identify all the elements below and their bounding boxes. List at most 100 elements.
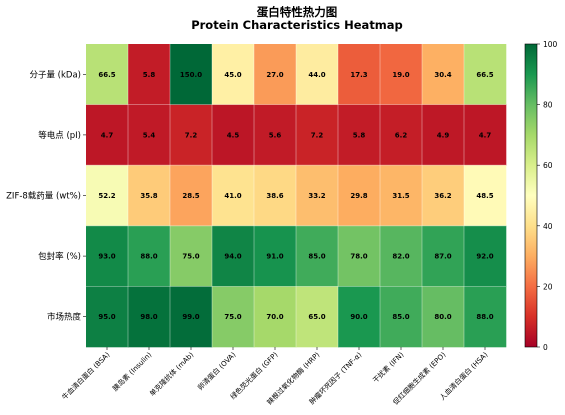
heatmap-cell [464, 225, 507, 287]
chart-subtitle: Protein Characteristics Heatmap [191, 18, 403, 32]
cell-value-label: 4.5 [227, 131, 240, 139]
heatmap-cells: 66.5 5.8 150.0 45.0 27.0 44.0 17.3 19.0 30.4 66.5… [86, 44, 507, 348]
colorbar-gradient [524, 43, 538, 348]
cell-value-label: 85.0 [308, 253, 325, 261]
cell-value-label: 38.6 [266, 192, 283, 200]
heatmap-cell [380, 286, 423, 348]
heatmap-cell [128, 44, 171, 105]
heatmap-cell [170, 104, 213, 166]
row-label: 等电点 (pI) [38, 130, 81, 141]
cell-value-label: 5.8 [143, 71, 156, 79]
heatmap-cell [170, 225, 213, 287]
heatmap-cell [296, 165, 339, 227]
cell-value-label: 31.5 [392, 192, 409, 200]
cell-value-label: 87.0 [434, 253, 451, 261]
colorbar-ticks: 0 20 40 60 80 100 [537, 40, 558, 352]
cell-value-label: 6.2 [395, 131, 408, 139]
cell-value-label: 45.0 [224, 71, 241, 79]
cell-value-label: 27.0 [266, 71, 283, 79]
cell-value-label: 99.0 [182, 313, 199, 321]
chart-title: 蛋白特性热力图 [257, 5, 338, 19]
cell-value-label: 85.0 [392, 313, 409, 321]
heatmap-grid [86, 44, 506, 347]
colorbar: 0 20 40 60 80 100 [524, 40, 558, 352]
cell-value-label: 36.2 [434, 192, 451, 200]
colorbar-tick-label: 0 [543, 343, 548, 352]
heatmap-cell [422, 104, 465, 166]
heatmap-cell [296, 225, 339, 287]
cell-value-label: 93.0 [98, 253, 115, 261]
cell-value-label: 70.0 [266, 313, 283, 321]
heatmap-cell [380, 104, 423, 166]
heatmap-cell [86, 44, 129, 105]
colorbar-tick-label: 100 [543, 40, 558, 49]
heatmap-cell [380, 44, 423, 105]
cell-value-label: 41.0 [224, 192, 241, 200]
cell-value-label: 4.9 [437, 131, 450, 139]
heatmap-cell [86, 104, 129, 166]
cell-value-label: 4.7 [479, 131, 492, 139]
cell-value-label: 95.0 [98, 313, 115, 321]
cell-value-label: 75.0 [224, 313, 241, 321]
cell-value-label: 5.8 [353, 131, 366, 139]
heatmap-cell [422, 44, 465, 105]
heatmap-cell [422, 286, 465, 348]
colorbar-tick-label: 20 [543, 282, 553, 291]
heatmap-cell [296, 104, 339, 166]
cell-value-label: 7.2 [311, 131, 324, 139]
heatmap-cell [212, 225, 255, 287]
row-label: ZIF-8载药量 (wt%) [6, 191, 81, 202]
cell-value-label: 80.0 [434, 313, 451, 321]
heatmap-cell [422, 225, 465, 287]
row-label: 分子量 (kDa) [29, 70, 81, 80]
heatmap-cell [464, 165, 507, 227]
heatmap-cell [86, 225, 129, 287]
heatmap-cell [170, 165, 213, 227]
heatmap-cell [464, 104, 507, 166]
column-label: 单克隆抗体 (mAb) [148, 350, 196, 398]
heatmap-cell [380, 225, 423, 287]
cell-value-label: 7.2 [185, 131, 198, 139]
heatmap-cell [170, 44, 213, 105]
column-labels: 牛血清白蛋白 (BSA) 胰岛素 (Insulin)单克隆抗体 (mAb) 卵清蛋白… [60, 347, 490, 407]
heatmap-cell [338, 165, 381, 227]
cell-value-label: 75.0 [182, 253, 199, 261]
heatmap-cell [464, 286, 507, 348]
cell-value-label: 91.0 [266, 253, 283, 261]
cell-value-label: 5.6 [269, 131, 282, 139]
cell-value-label: 94.0 [224, 253, 241, 261]
cell-value-label: 66.5 [476, 71, 493, 79]
cell-value-label: 90.0 [350, 313, 367, 321]
cell-value-label: 5.4 [143, 131, 156, 139]
cell-value-label: 48.5 [476, 192, 493, 200]
colorbar-tick-label: 60 [543, 161, 553, 170]
cell-value-label: 29.8 [350, 192, 367, 200]
column-label: 牛血清白蛋白 (BSA) [60, 350, 112, 402]
row-labels: 分子量 (kDa) 等电点 (pI) ZIF-8载药量 (wt%) 包封率 (%) 市场… [6, 70, 86, 323]
heatmap-cell [254, 286, 297, 348]
heatmap-cell [338, 225, 381, 287]
heatmap-cell [212, 104, 255, 166]
heatmap-cell [254, 225, 297, 287]
heatmap-cell [212, 44, 255, 105]
heatmap-cell [380, 165, 423, 227]
heatmap-cell [254, 165, 297, 227]
heatmap-cell [338, 286, 381, 348]
heatmap-cell [338, 104, 381, 166]
row-label: 市场热度 [47, 312, 82, 323]
cell-value-label: 52.2 [98, 192, 115, 200]
heatmap-cell [128, 165, 171, 227]
heatmap-cell [86, 165, 129, 227]
heatmap-cell [296, 286, 339, 348]
cell-value-label: 4.7 [101, 131, 114, 139]
cell-value-label: 19.0 [392, 71, 409, 79]
heatmap-cell [128, 225, 171, 287]
heatmap-cell [212, 165, 255, 227]
cell-value-label: 35.8 [140, 192, 157, 200]
cell-value-label: 78.0 [350, 253, 367, 261]
colorbar-tick-label: 40 [543, 222, 553, 231]
heatmap-cell [212, 286, 255, 348]
cell-value-label: 30.4 [434, 71, 451, 79]
heatmap-cell [86, 286, 129, 348]
